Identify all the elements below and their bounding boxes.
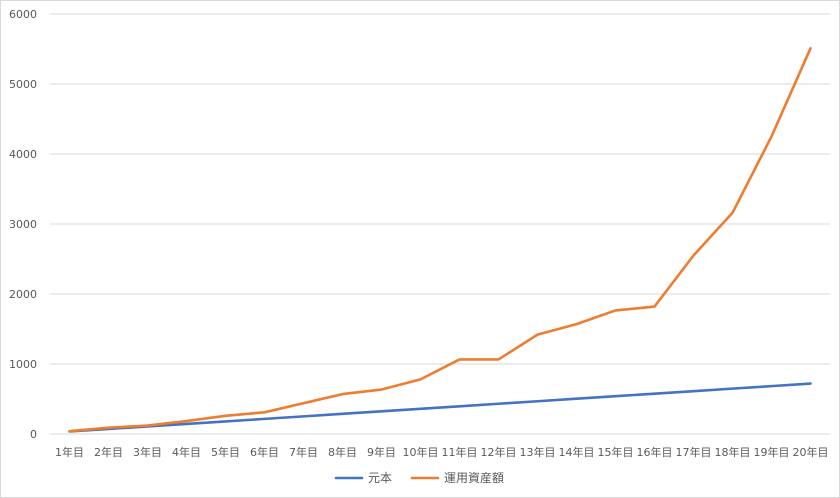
- gridlines: [50, 13, 830, 435]
- y-tick-label-3000: 3000: [9, 218, 37, 231]
- x-tick-label-2: 2年目: [94, 445, 123, 459]
- x-tick-label-17: 17年目: [676, 445, 712, 459]
- legend-label-2: 運用資産額: [444, 470, 504, 485]
- x-axis-tick-labels: 1年目 2年目 3年目 4年目 5年目 6年目 7年目 8年目 9年目 10年目 11年目 12年目 1…: [55, 445, 829, 459]
- x-tick-label-12: 12年目: [481, 445, 517, 459]
- x-tick-label-11: 11年目: [442, 445, 478, 459]
- legend-label-1: 元本: [368, 471, 392, 485]
- series-line-2: [68, 46, 812, 433]
- x-tick-label-1: 1年目: [55, 445, 84, 459]
- y-tick-label-0: 0: [30, 428, 37, 441]
- x-tick-label-15: 15年目: [598, 445, 634, 459]
- x-tick-label-3: 3年目: [133, 445, 162, 459]
- x-tick-label-18: 18年目: [715, 445, 751, 459]
- y-tick-label-4000: 4000: [9, 148, 37, 161]
- x-tick-label-6: 6年目: [250, 445, 279, 459]
- y-tick-label-2000: 2000: [9, 288, 37, 301]
- y-tick-label-5000: 5000: [9, 78, 37, 91]
- x-tick-label-10: 10年目: [403, 445, 439, 459]
- x-tick-label-16: 16年目: [637, 445, 673, 459]
- y-tick-label-6000: 6000: [9, 8, 37, 21]
- x-tick-label-5: 5年目: [211, 445, 240, 459]
- x-tick-label-13: 13年目: [520, 445, 556, 459]
- series-lines: [68, 46, 812, 433]
- x-tick-label-8: 8年目: [328, 445, 357, 459]
- legend: 元本 運用資産額: [334, 470, 504, 485]
- x-tick-label-19: 19年目: [754, 445, 790, 459]
- y-tick-label-1000: 1000: [9, 358, 37, 371]
- x-tick-label-9: 9年目: [367, 445, 396, 459]
- series-line-1: [68, 382, 812, 433]
- x-tick-label-20: 20年目: [793, 445, 829, 459]
- x-tick-label-7: 7年目: [289, 445, 318, 459]
- x-tick-label-14: 14年目: [559, 445, 595, 459]
- x-tick-label-4: 4年目: [172, 445, 201, 459]
- y-axis-tick-labels: 0 1000 2000 3000 4000 5000 6000: [9, 8, 37, 441]
